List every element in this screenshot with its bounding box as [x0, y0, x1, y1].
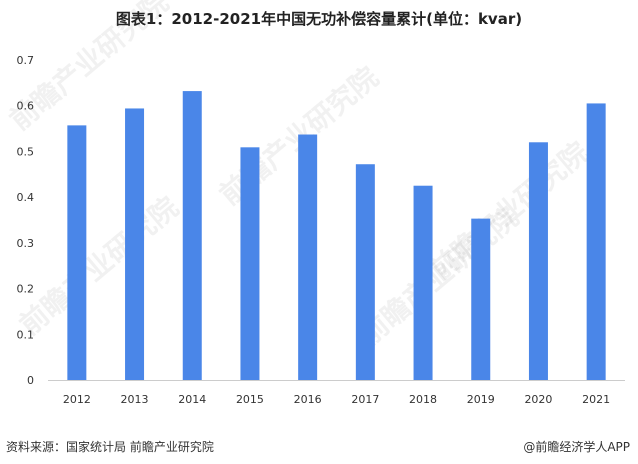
x-tick-label: 2013: [121, 393, 149, 406]
y-tick-label: 0.4: [17, 191, 35, 204]
x-tick-label: 2019: [467, 393, 495, 406]
source-note: 资料来源：国家统计局 前瞻产业研究院: [6, 440, 214, 454]
bar-2021: [586, 103, 606, 380]
y-tick-label: 0.2: [17, 283, 35, 296]
bar-2012: [67, 125, 87, 380]
y-tick-label: 0.5: [17, 145, 35, 158]
bar-2018: [413, 185, 433, 380]
bar-2016: [298, 134, 318, 380]
x-tick-label: 2020: [524, 393, 552, 406]
bar-2013: [125, 108, 145, 380]
x-tick-label: 2021: [582, 393, 610, 406]
y-tick-label: 0: [27, 374, 34, 387]
x-tick-label: 2015: [236, 393, 264, 406]
brand-credit: @前瞻经济学人APP: [523, 440, 630, 454]
bar-2015: [240, 147, 260, 380]
bar-2014: [182, 91, 202, 380]
y-tick-label: 0.7: [17, 54, 35, 67]
y-tick-label: 0.1: [17, 328, 35, 341]
bar-2020: [528, 142, 548, 380]
bar-2019: [471, 218, 491, 380]
x-tick-label: 2012: [63, 393, 91, 406]
chart-title: 图表1：2012-2021年中国无功补偿容量累计(单位：kvar): [115, 10, 523, 28]
x-tick-label: 2018: [409, 393, 437, 406]
x-tick-label: 2016: [294, 393, 322, 406]
bar-2017: [355, 164, 375, 380]
x-tick-label: 2017: [351, 393, 379, 406]
y-tick-label: 0.6: [17, 100, 35, 113]
x-tick-label: 2014: [178, 393, 206, 406]
y-tick-label: 0.3: [17, 237, 35, 250]
